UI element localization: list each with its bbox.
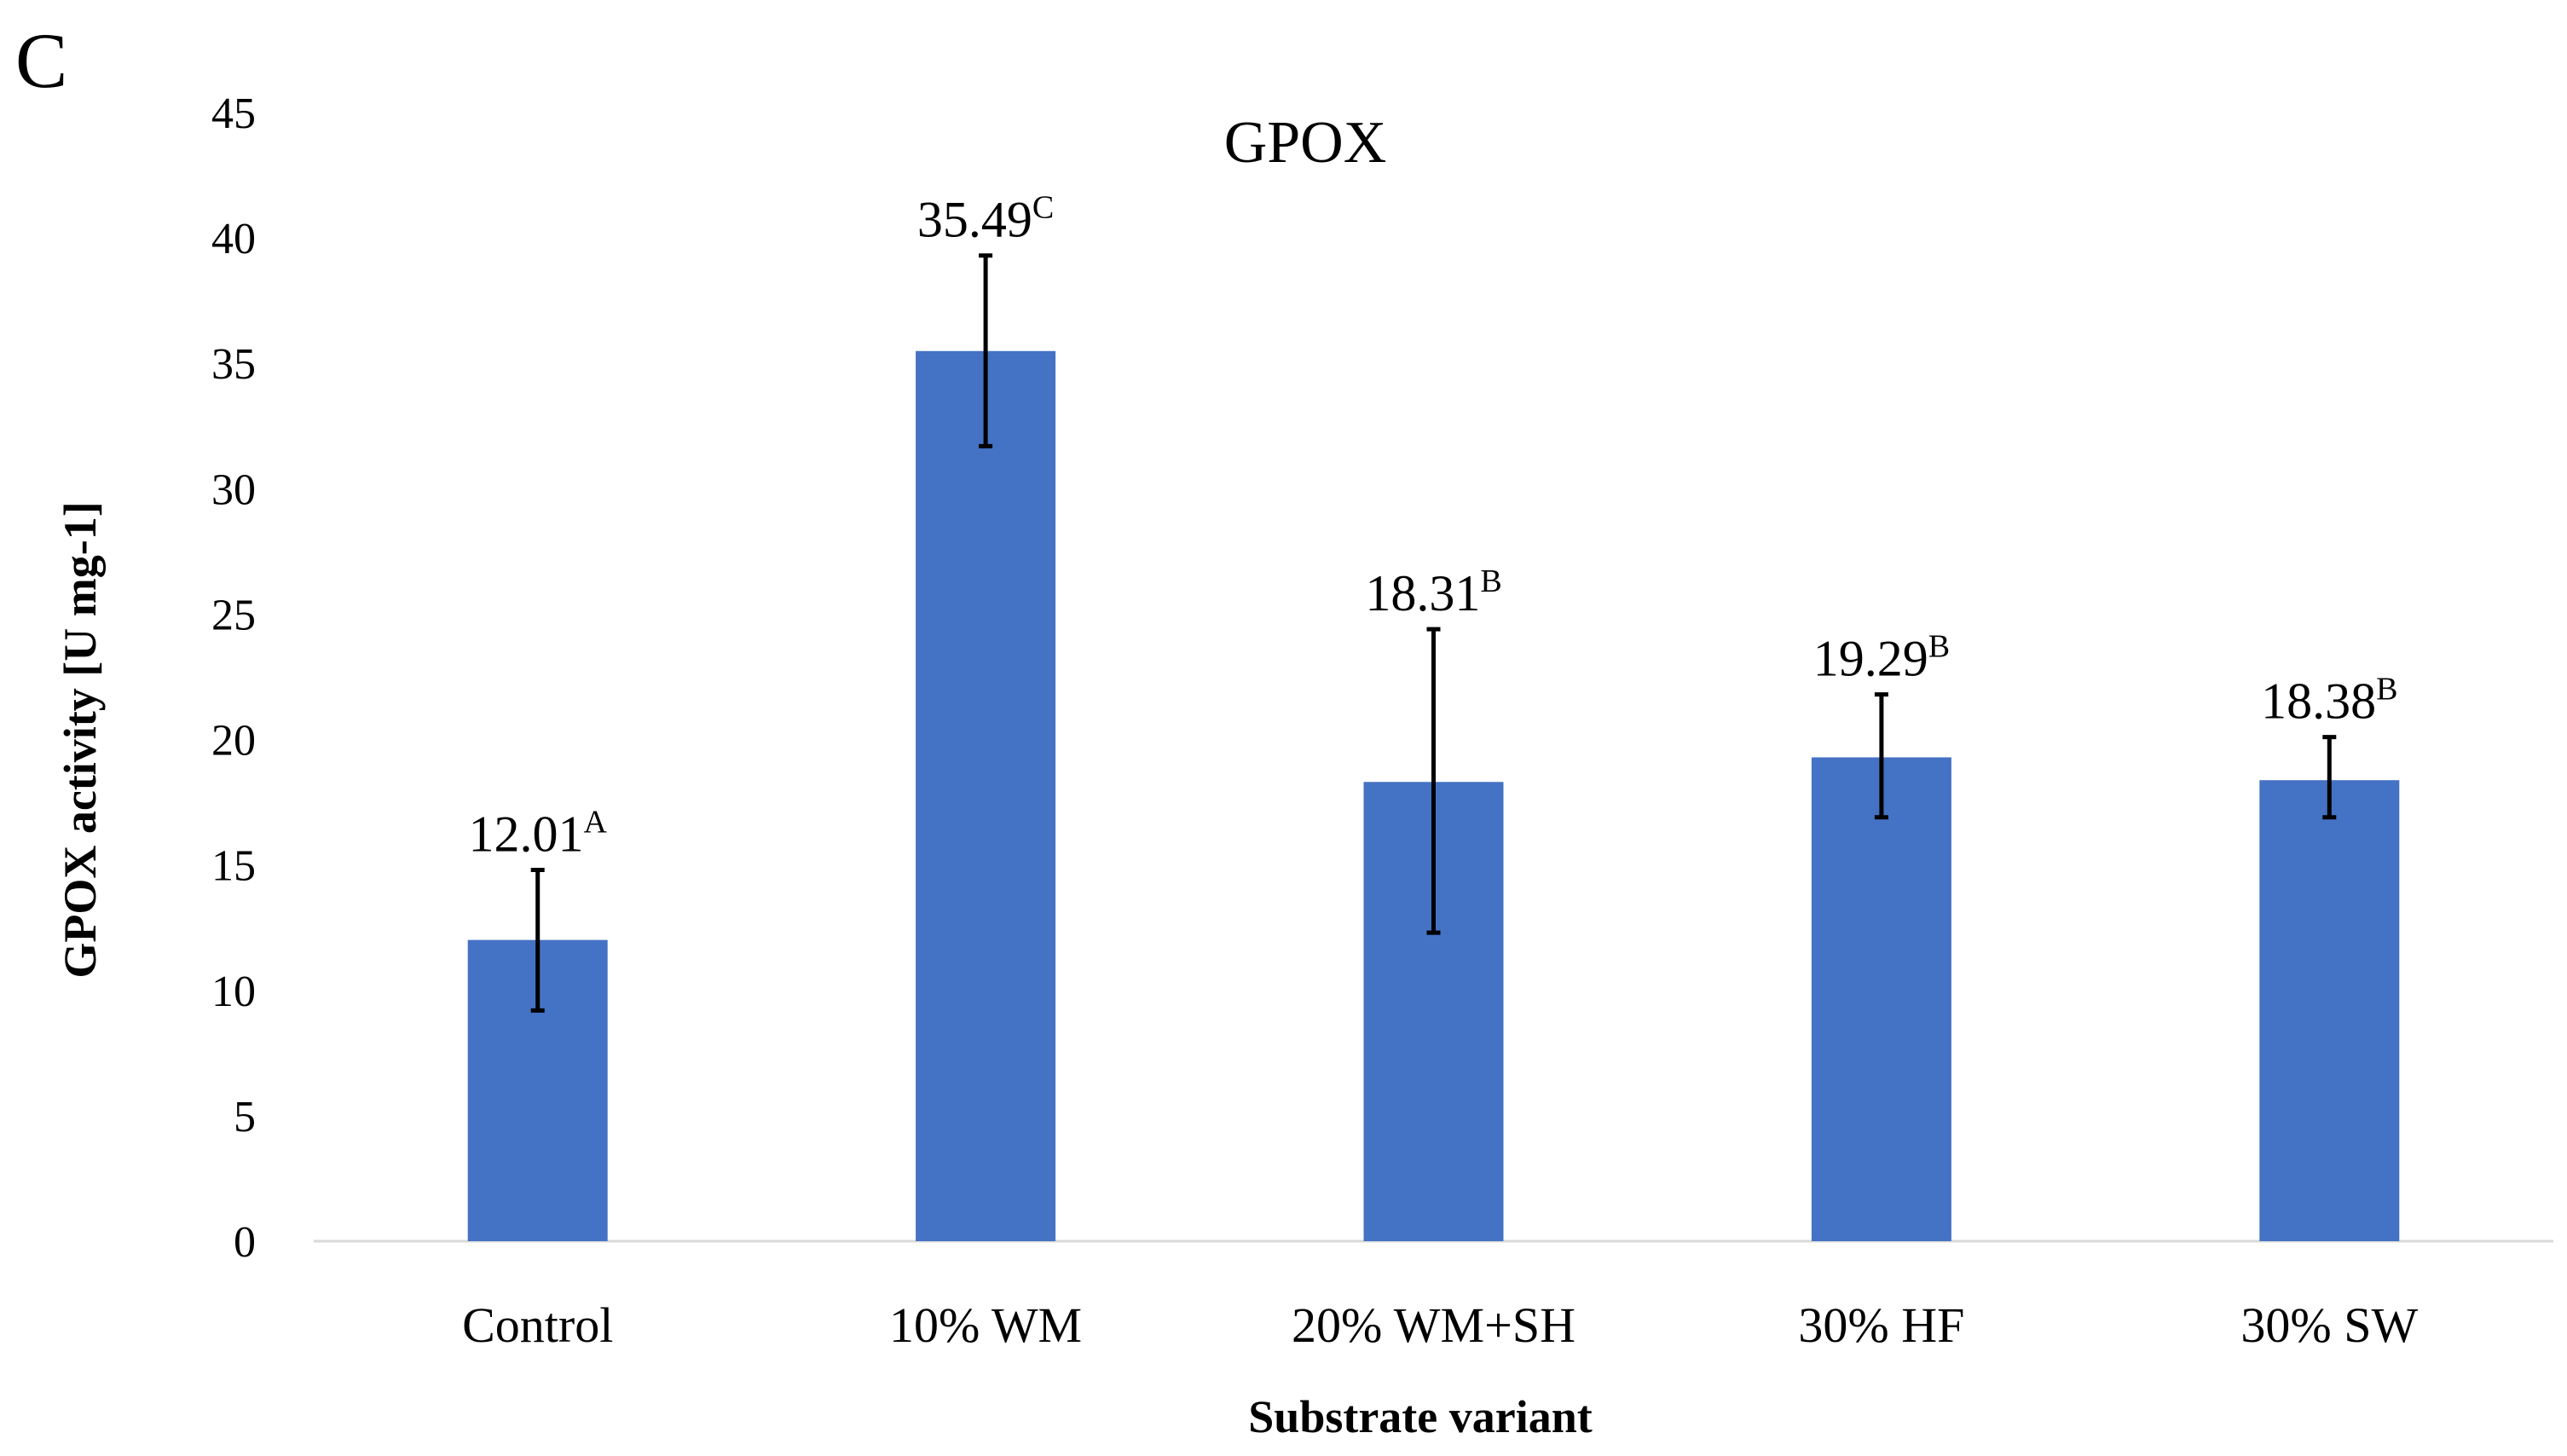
error-bar — [1874, 692, 1888, 820]
chart-title: GPOX — [1224, 110, 1387, 176]
error-bar — [1426, 627, 1441, 935]
data-label: 18.31B — [1365, 563, 1501, 621]
significance-letter: A — [583, 805, 607, 841]
error-bars — [530, 253, 2337, 1013]
error-bar — [2322, 735, 2337, 820]
bar-30-hf — [1811, 757, 1951, 1241]
significance-letter: B — [2376, 672, 2397, 708]
y-tick-label: 25 — [211, 591, 256, 639]
y-tick-label: 30 — [211, 465, 256, 514]
data-label: 19.29B — [1813, 629, 1950, 687]
y-axis-label: GPOX activity [U mg-1] — [55, 501, 106, 978]
y-tick-labels: 0 5 10 15 20 25 30 35 40 45 — [211, 90, 256, 1267]
data-label: 12.01A — [468, 805, 607, 863]
data-label-value: 18.31 — [1365, 565, 1480, 621]
data-label-value: 18.38 — [2261, 673, 2376, 730]
y-tick-label: 5 — [234, 1093, 256, 1141]
x-tick-label: 30% HF — [1798, 1297, 1964, 1353]
y-tick-label: 35 — [211, 340, 256, 389]
data-label-value: 19.29 — [1813, 631, 1928, 687]
bar-10-wm — [916, 350, 1056, 1242]
y-tick-label: 0 — [234, 1218, 256, 1267]
error-bar — [530, 868, 545, 1013]
y-tick-label: 45 — [211, 90, 256, 138]
x-tick-label: 30% SW — [2240, 1297, 2418, 1353]
significance-letter: C — [1032, 190, 1054, 226]
x-tick-label: Control — [462, 1297, 613, 1353]
data-label-value: 12.01 — [468, 806, 583, 863]
y-tick-label: 15 — [211, 842, 256, 891]
significance-letter: B — [1480, 563, 1501, 599]
y-tick-label: 40 — [211, 215, 256, 263]
bar-30-sw — [2259, 780, 2400, 1241]
x-tick-label: 10% WM — [889, 1297, 1082, 1353]
panel-label: C — [15, 17, 67, 104]
x-tick-label: 20% WM+SH — [1292, 1297, 1575, 1353]
data-label-value: 35.49 — [917, 192, 1032, 248]
x-tick-labels: Control 10% WM 20% WM+SH 30% HF 30% SW — [462, 1297, 2418, 1353]
y-tick-label: 20 — [211, 717, 256, 766]
y-tick-label: 10 — [211, 968, 256, 1016]
data-label: 35.49C — [917, 190, 1054, 248]
data-label: 18.38B — [2261, 672, 2397, 730]
bars — [467, 350, 2400, 1242]
significance-letter: B — [1928, 629, 1950, 665]
error-bar — [979, 253, 993, 448]
x-axis-label: Substrate variant — [1248, 1391, 1593, 1442]
